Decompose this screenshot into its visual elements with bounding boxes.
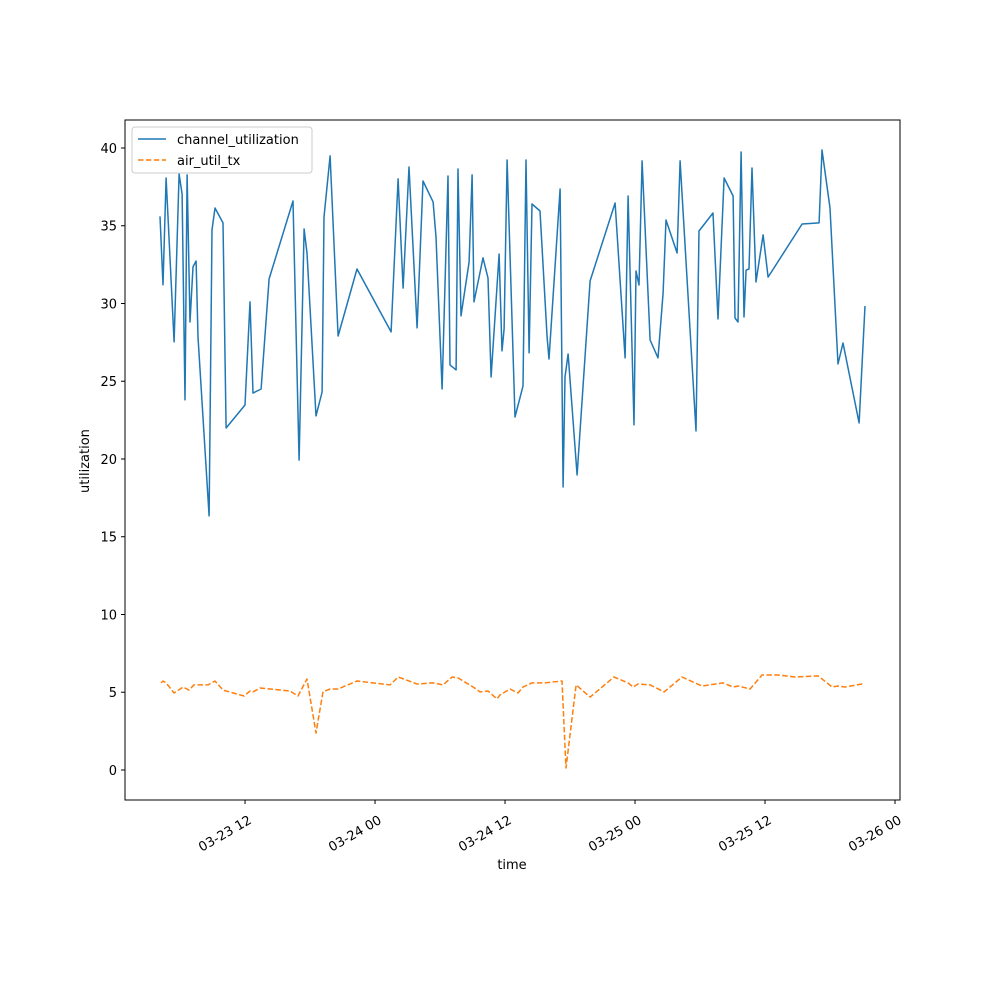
y-tick: 15	[100, 531, 125, 546]
y-tick-label: 0	[109, 764, 117, 779]
plot-frame	[124, 119, 901, 801]
series-layer	[159, 149, 866, 769]
y-tick-label: 5	[109, 686, 117, 701]
y-tick-label: 30	[100, 297, 117, 312]
y-tick: 30	[100, 297, 125, 312]
y-tick-label: 20	[100, 453, 117, 468]
legend: channel_utilization air_util_tx	[131, 126, 313, 174]
series-line-channel-utilization	[159, 149, 866, 517]
y-tick-label: 15	[100, 531, 117, 546]
y-tick-label: 10	[100, 608, 117, 623]
legend-label-air-util-tx: air_util_tx	[177, 154, 241, 169]
legend-frame	[131, 126, 313, 174]
y-tick-label: 25	[100, 375, 117, 390]
y-tick: 20	[100, 453, 125, 468]
y-tick-label: 40	[100, 142, 117, 157]
y-tick: 0	[109, 764, 125, 779]
y-tick: 5	[109, 686, 125, 701]
y-tick-label: 35	[100, 220, 117, 235]
y-tick: 40	[100, 142, 125, 157]
y-axis-label: utilization	[78, 429, 93, 493]
y-tick: 10	[100, 608, 125, 623]
y-tick: 25	[100, 375, 125, 390]
legend-label-channel-utilization: channel_utilization	[177, 133, 299, 148]
x-axis-label: time	[497, 858, 526, 873]
y-axis: 0 5 10 15 20 25 30 35 40	[100, 142, 125, 779]
y-tick: 35	[100, 220, 125, 235]
series-line-air-util-tx	[160, 674, 865, 769]
